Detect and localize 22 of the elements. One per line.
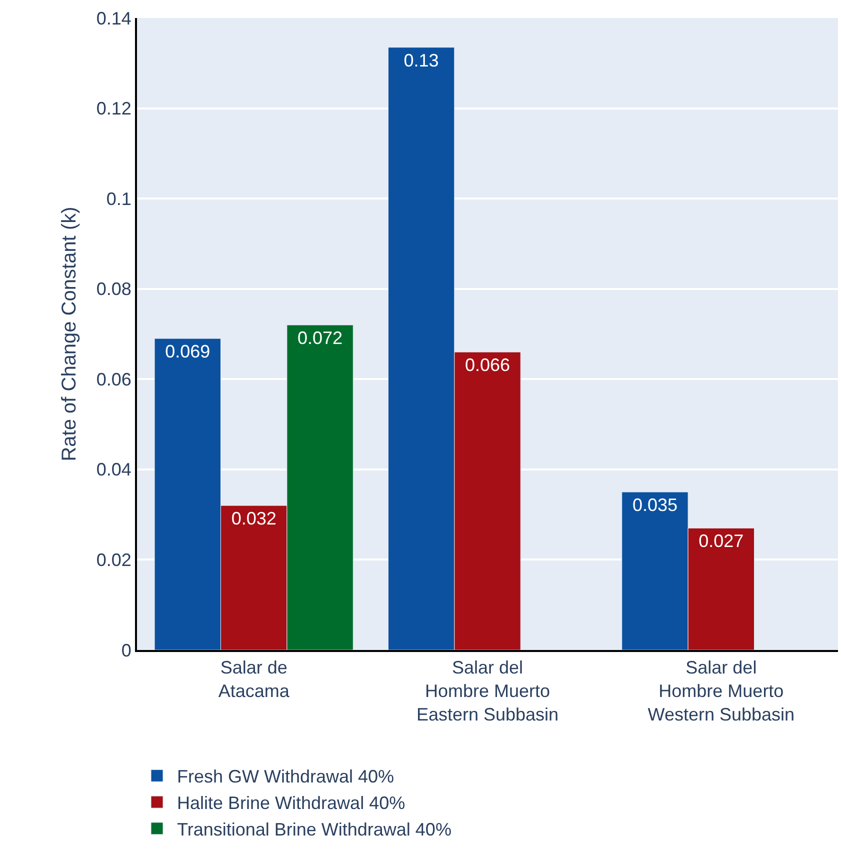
x-tick-label: Salar del Hombre Muerto Eastern Subbasin [416, 658, 559, 724]
y-tick-label: 0.14 [96, 8, 132, 28]
y-axis-title: Rate of Change Constant (k) [58, 206, 80, 462]
data-label: 0.035 [632, 495, 678, 515]
y-tick-label: 0 [121, 640, 132, 660]
data-label: 0.027 [698, 531, 744, 552]
y-tick-label: 0.12 [96, 98, 132, 119]
y-tick-label: 0.06 [96, 369, 132, 390]
data-label: 0.066 [464, 355, 510, 376]
legend-label: Fresh GW Withdrawal 40% [177, 766, 394, 787]
y-tick-label: 0.1 [106, 188, 132, 209]
x-tick-label: Salar del Hombre Muerto Western Subbasin [648, 658, 795, 724]
x-tick-label: Salar de Atacama [218, 658, 290, 701]
legend-label: Halite Brine Withdrawal 40% [177, 793, 406, 814]
data-label: 0.072 [298, 328, 343, 348]
data-label: 0.13 [404, 50, 439, 70]
y-tick-label: 0.08 [96, 279, 132, 300]
legend-label: Transitional Brine Withdrawal 40% [177, 819, 452, 840]
data-label: 0.032 [231, 508, 276, 529]
y-tick-label: 0.02 [96, 550, 132, 570]
data-label: 0.069 [165, 342, 210, 362]
y-tick-label: 0.04 [96, 460, 132, 480]
